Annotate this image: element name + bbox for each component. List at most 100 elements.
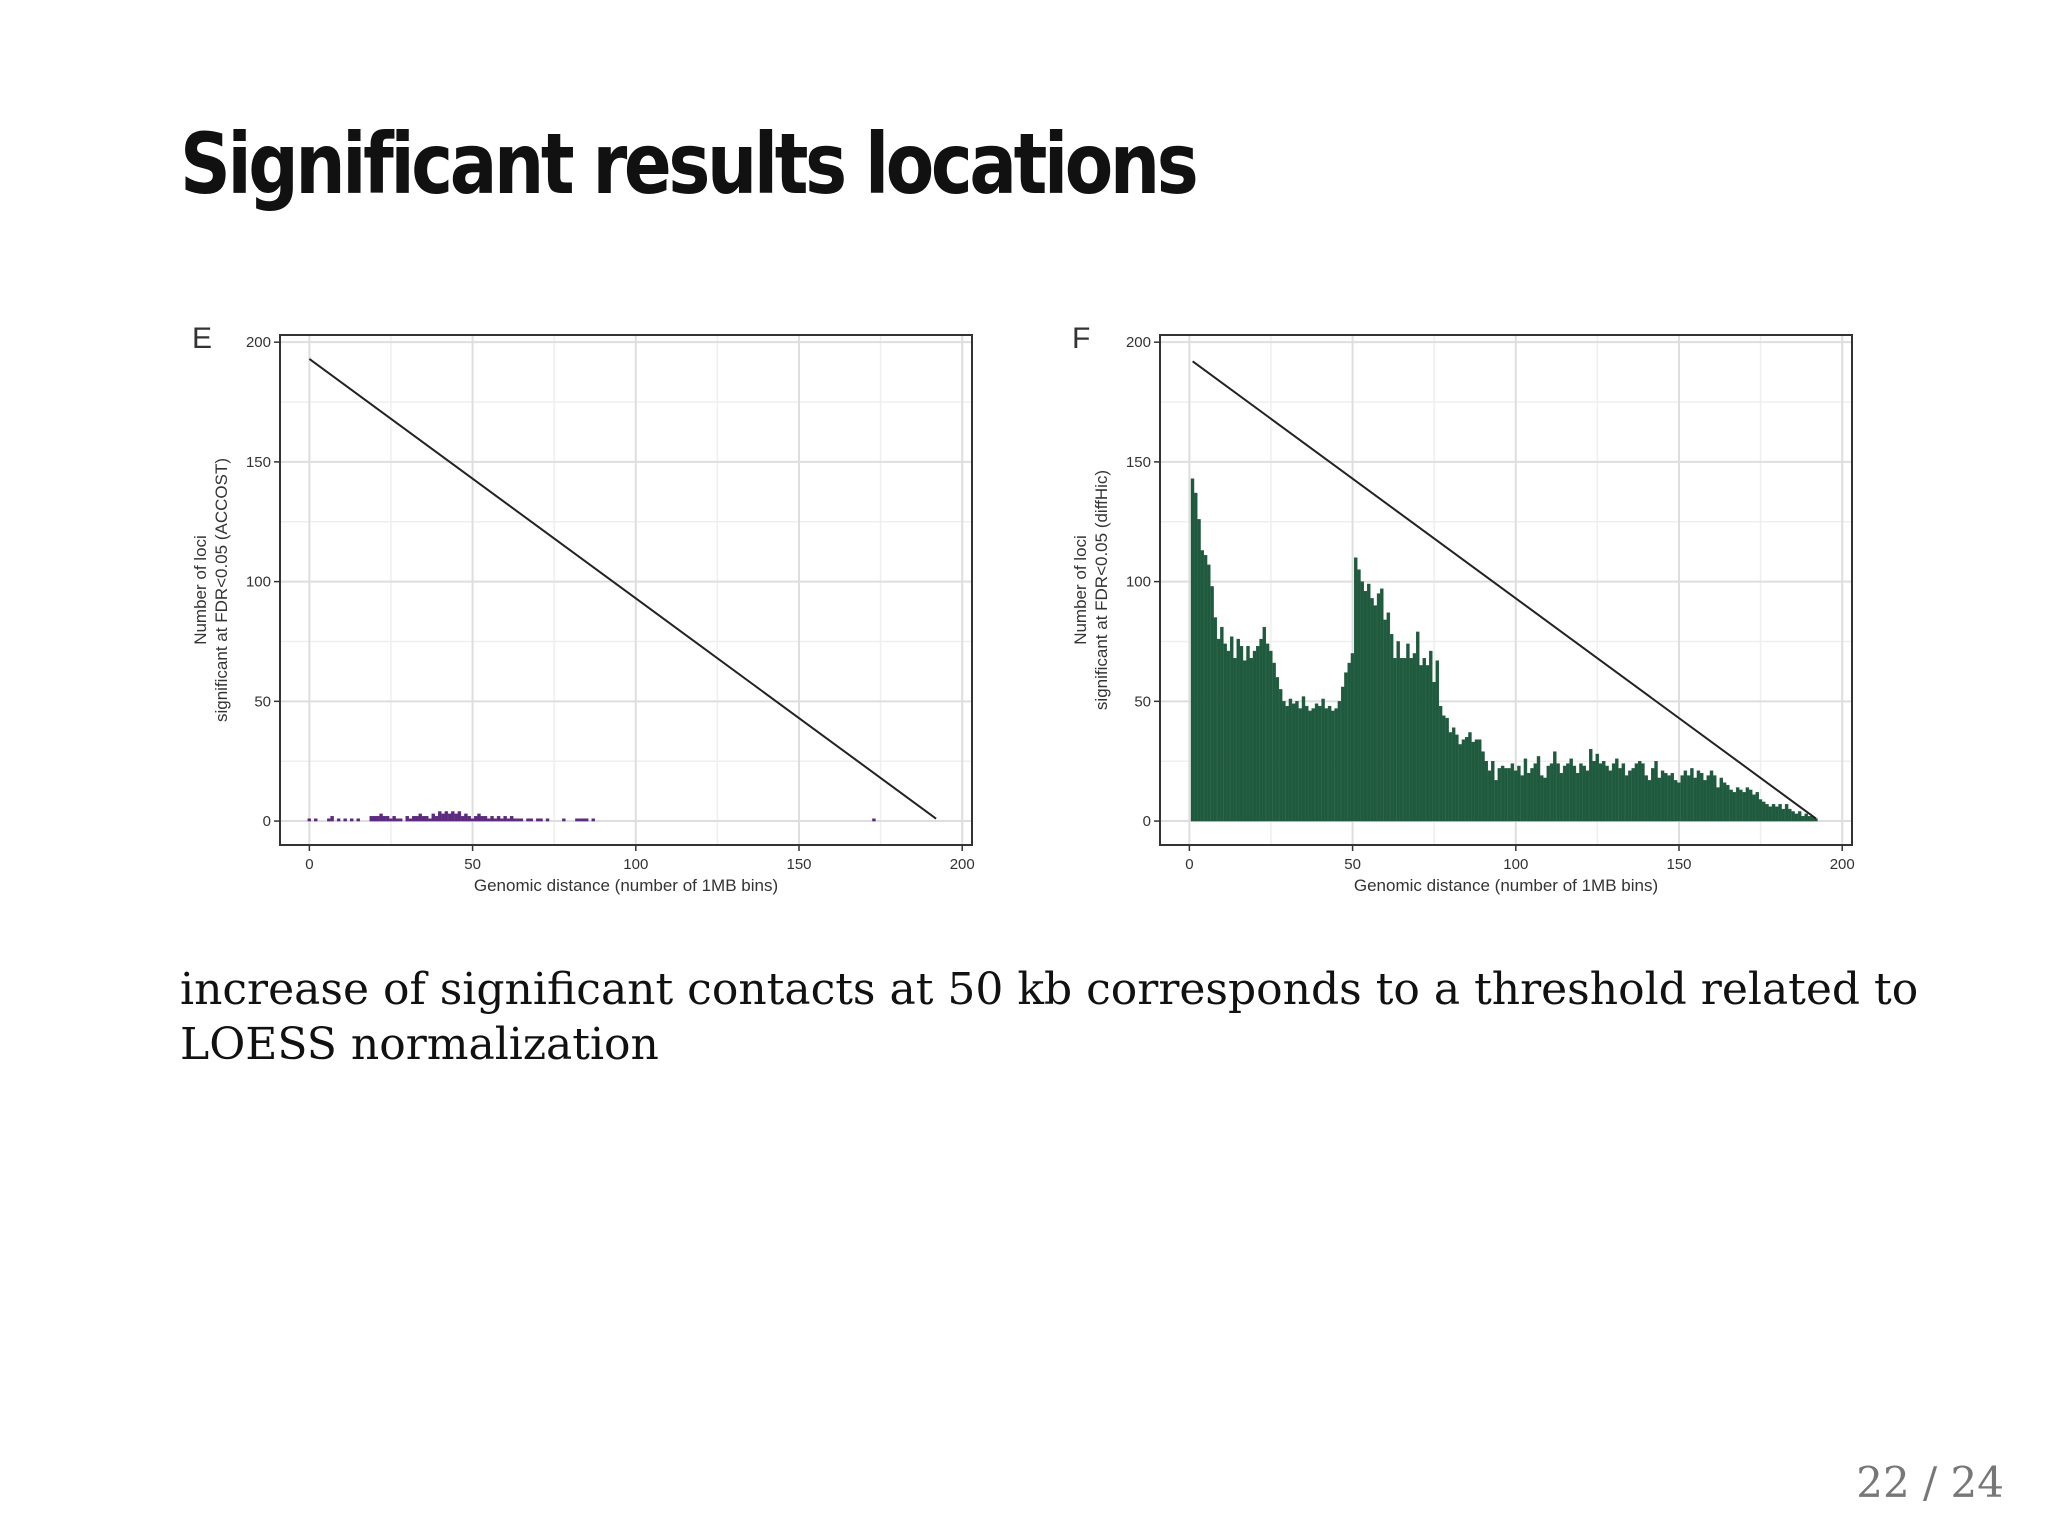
chart-bar bbox=[1344, 672, 1348, 822]
chart-bar bbox=[1797, 811, 1802, 822]
chart-bar bbox=[1487, 770, 1492, 822]
y-axis-label-line1: Number of loci bbox=[191, 535, 210, 645]
chart-bar bbox=[1357, 569, 1361, 822]
chart-bar bbox=[1442, 715, 1446, 822]
chart-bar bbox=[477, 813, 481, 822]
chart-bar bbox=[327, 818, 331, 822]
chart-bar bbox=[1781, 808, 1786, 822]
chart-bar bbox=[1700, 772, 1704, 822]
chart-bar bbox=[441, 813, 445, 822]
chart-bar bbox=[372, 816, 377, 822]
chart-bar bbox=[1275, 677, 1280, 822]
chart-bar bbox=[1530, 768, 1534, 822]
chart-bar bbox=[487, 818, 491, 822]
chart-bar bbox=[1478, 739, 1482, 822]
x-tick-label: 200 bbox=[950, 856, 975, 873]
y-tick-label: 150 bbox=[1126, 454, 1151, 471]
chart-bar bbox=[539, 818, 543, 822]
chart-bar bbox=[1801, 816, 1805, 822]
chart-bar bbox=[1504, 768, 1508, 822]
x-tick-label: 0 bbox=[305, 856, 313, 873]
chart-bar bbox=[389, 818, 393, 822]
chart-bar bbox=[500, 818, 504, 822]
chart-bar bbox=[591, 818, 595, 822]
chart-bar bbox=[1771, 804, 1776, 822]
chart-bar bbox=[1435, 660, 1440, 822]
chart-bar bbox=[1203, 555, 1208, 822]
chart-bar bbox=[1716, 787, 1720, 822]
chart-bar bbox=[1445, 717, 1449, 822]
chart-bar bbox=[1621, 763, 1626, 822]
chart-bar bbox=[349, 818, 354, 822]
chart-bar bbox=[1340, 686, 1345, 822]
chart-bar bbox=[529, 818, 533, 822]
chart-bar bbox=[1233, 658, 1237, 822]
chart-bar bbox=[1768, 806, 1772, 822]
chart-bar bbox=[1657, 777, 1661, 822]
chart-bar bbox=[1510, 763, 1515, 822]
y-tick-label: 200 bbox=[246, 334, 271, 351]
chart-bar bbox=[1680, 775, 1684, 822]
chart-bar bbox=[1605, 765, 1609, 822]
chart-bar bbox=[1438, 705, 1443, 822]
chart-bar bbox=[1197, 519, 1201, 822]
chart-bar bbox=[1259, 638, 1263, 822]
chart-bar bbox=[1249, 658, 1253, 822]
chart-bar bbox=[493, 818, 498, 822]
chart-bar bbox=[474, 816, 478, 822]
chart-bar bbox=[1566, 763, 1570, 822]
chart-bar bbox=[1305, 705, 1309, 822]
chart-bar bbox=[1327, 705, 1332, 822]
chart-bar bbox=[1667, 775, 1671, 822]
chart-bar bbox=[1735, 787, 1740, 822]
chart-bar bbox=[1536, 756, 1541, 822]
chart-bar bbox=[1295, 701, 1299, 822]
chart-bar bbox=[1474, 739, 1479, 822]
chart-bar bbox=[1210, 586, 1214, 822]
chart-bar bbox=[1213, 617, 1218, 822]
chart-bar bbox=[1354, 557, 1358, 822]
chart-bar bbox=[1419, 665, 1423, 822]
chart-bar bbox=[470, 818, 475, 822]
chart-bar bbox=[369, 816, 373, 822]
chart-bar bbox=[438, 811, 442, 822]
chart-bar bbox=[1647, 780, 1652, 822]
chart-bar bbox=[385, 816, 390, 822]
chart-bar bbox=[1468, 732, 1472, 822]
chart-bar bbox=[1624, 775, 1629, 822]
chart-bar bbox=[1553, 751, 1557, 822]
chart-bar bbox=[1239, 646, 1244, 822]
chart-bar bbox=[1572, 765, 1577, 822]
chart-bar bbox=[1670, 772, 1675, 822]
chart-bar bbox=[330, 816, 334, 822]
chart-bar bbox=[464, 813, 468, 822]
chart-bar bbox=[428, 818, 432, 822]
chart-bar bbox=[1533, 763, 1537, 822]
chart-bar bbox=[581, 818, 586, 822]
chart-bar bbox=[1425, 665, 1430, 822]
chart-bar bbox=[1298, 708, 1302, 822]
y-axis-label-line1: Number of loci bbox=[1071, 535, 1090, 645]
chart-bar bbox=[1451, 727, 1456, 822]
chart-bar bbox=[1595, 753, 1599, 822]
chart-bar bbox=[460, 816, 465, 822]
chart-bar bbox=[1350, 653, 1355, 822]
chart-bar bbox=[1200, 550, 1205, 822]
chart-bar bbox=[1223, 643, 1227, 822]
chart-bar bbox=[1491, 760, 1495, 822]
chart-bar bbox=[314, 818, 318, 822]
chart-bar bbox=[356, 818, 360, 822]
y-tick-label: 0 bbox=[1143, 813, 1151, 830]
chart-bar bbox=[1207, 564, 1211, 822]
chart-bar bbox=[379, 813, 383, 822]
chart-bar bbox=[480, 816, 484, 822]
chart-bar bbox=[1748, 789, 1753, 822]
x-tick-label: 50 bbox=[464, 856, 481, 873]
x-tick-label: 100 bbox=[623, 856, 648, 873]
chart-panel-e: 0 50 100 150 200 0 50 100 150 200 Genomic distance… bbox=[191, 322, 975, 895]
chart-bar bbox=[1722, 782, 1727, 822]
chart-bar bbox=[1517, 765, 1521, 822]
chart-bar bbox=[1765, 804, 1769, 822]
chart-bar bbox=[392, 816, 396, 822]
chart-bar bbox=[1742, 792, 1746, 822]
